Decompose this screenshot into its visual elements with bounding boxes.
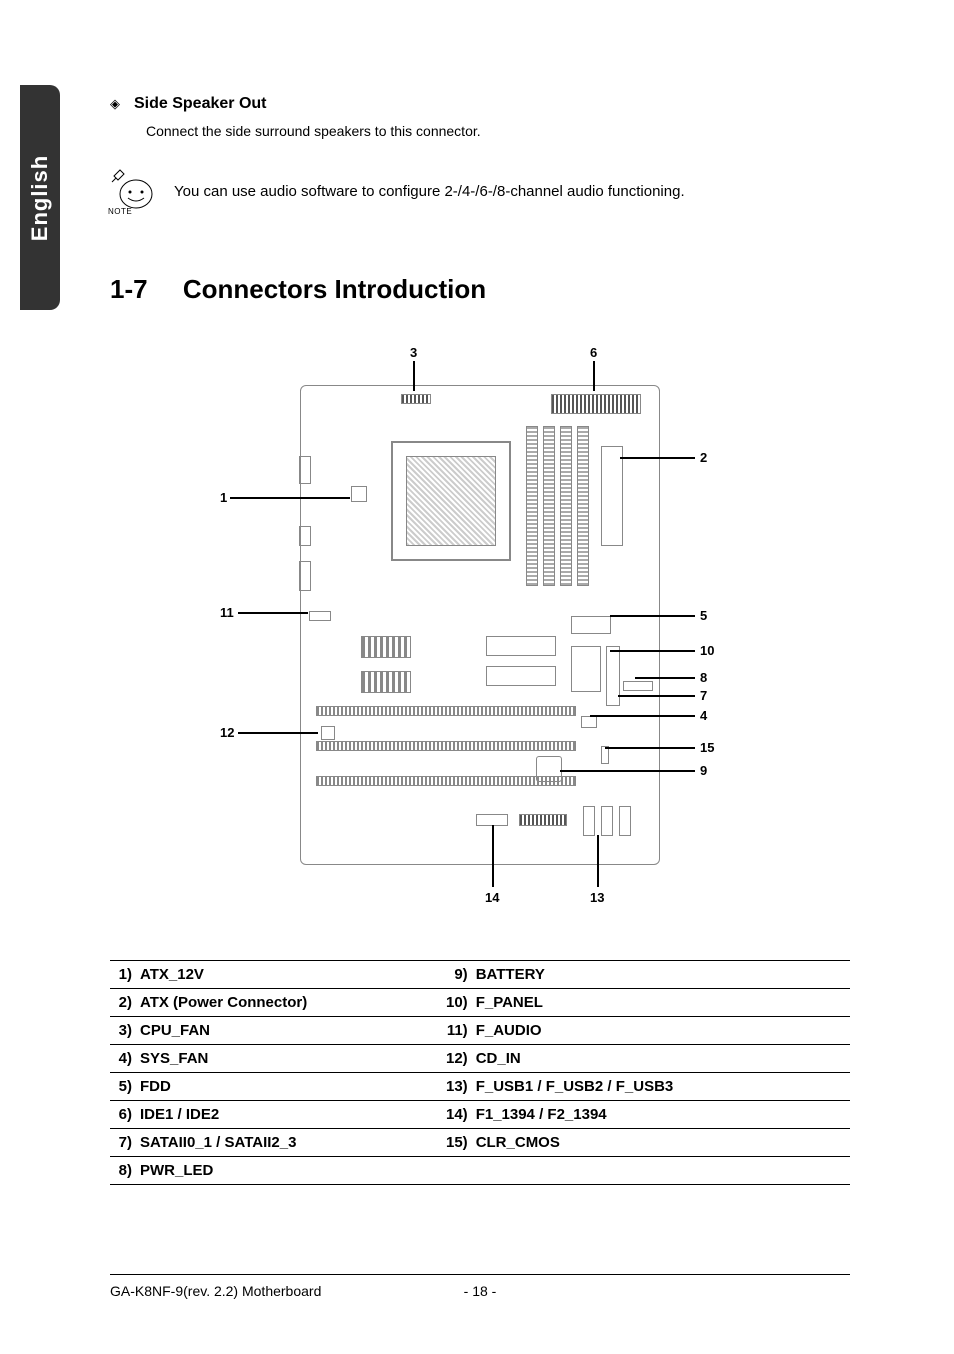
- motherboard-diagram: 3 6 1 2 11 5 10 8 7 4 12 15 9: [220, 345, 740, 905]
- diagram-label-11: 11: [220, 605, 234, 620]
- language-label: English: [27, 154, 53, 240]
- conn-num: 4): [110, 1045, 138, 1073]
- note-text: You can use audio software to configure …: [174, 181, 685, 202]
- footer-page-number: - 18 -: [464, 1283, 497, 1299]
- page-footer: GA-K8NF-9(rev. 2.2) Motherboard - 18 -: [110, 1274, 850, 1299]
- note-icon: NOTE: [110, 168, 156, 214]
- table-row: 7)SATAII0_1 / SATAII2_315)CLR_CMOS: [110, 1129, 850, 1157]
- conn-num: 9): [438, 961, 474, 989]
- diagram-label-1: 1: [220, 490, 227, 505]
- conn-name: CD_IN: [474, 1045, 850, 1073]
- conn-num: 5): [110, 1073, 138, 1101]
- table-row: 5)FDD13)F_USB1 / F_USB2 / F_USB3: [110, 1073, 850, 1101]
- diagram-label-3: 3: [410, 345, 417, 360]
- section-title: Connectors Introduction: [183, 274, 486, 304]
- diagram-label-5: 5: [700, 608, 707, 623]
- table-row: 3)CPU_FAN11)F_AUDIO: [110, 1017, 850, 1045]
- diagram-label-15: 15: [700, 740, 714, 755]
- diagram-label-7: 7: [700, 688, 707, 703]
- diagram-label-4: 4: [700, 708, 707, 723]
- diagram-label-9: 9: [700, 763, 707, 778]
- conn-name: F1_1394 / F2_1394: [474, 1101, 850, 1129]
- conn-num: 15): [438, 1129, 474, 1157]
- conn-num: 2): [110, 989, 138, 1017]
- conn-num: 1): [110, 961, 138, 989]
- conn-name: F_USB1 / F_USB2 / F_USB3: [474, 1073, 850, 1101]
- conn-name: F_AUDIO: [474, 1017, 850, 1045]
- note-label: NOTE: [108, 207, 132, 216]
- table-row: 4)SYS_FAN12)CD_IN: [110, 1045, 850, 1073]
- conn-name: IDE1 / IDE2: [138, 1101, 438, 1129]
- conn-num: 3): [110, 1017, 138, 1045]
- connectors-table: 1)ATX_12V9)BATTERY2)ATX (Power Connector…: [110, 960, 850, 1185]
- language-tab: English: [20, 85, 60, 310]
- table-row: 8)PWR_LED: [110, 1157, 850, 1185]
- conn-num: 6): [110, 1101, 138, 1129]
- speaker-desc: Connect the side surround speakers to th…: [146, 121, 850, 142]
- conn-name: [474, 1157, 850, 1185]
- connectors-tbody: 1)ATX_12V9)BATTERY2)ATX (Power Connector…: [110, 961, 850, 1185]
- section-num: 1-7: [110, 274, 148, 304]
- diagram-wrap: 3 6 1 2 11 5 10 8 7 4 12 15 9: [110, 345, 850, 905]
- board-outline: [300, 385, 660, 865]
- speaker-title: Side Speaker Out: [134, 95, 267, 113]
- conn-name: CLR_CMOS: [474, 1129, 850, 1157]
- main-content: ◈ Side Speaker Out Connect the side surr…: [110, 95, 850, 1185]
- table-row: 2)ATX (Power Connector)10)F_PANEL: [110, 989, 850, 1017]
- conn-name: SYS_FAN: [138, 1045, 438, 1073]
- conn-num: 8): [110, 1157, 138, 1185]
- table-row: 1)ATX_12V9)BATTERY: [110, 961, 850, 989]
- conn-name: BATTERY: [474, 961, 850, 989]
- conn-num: 13): [438, 1073, 474, 1101]
- diagram-label-6: 6: [590, 345, 597, 360]
- conn-num: 7): [110, 1129, 138, 1157]
- conn-name: ATX (Power Connector): [138, 989, 438, 1017]
- speaker-heading-row: ◈ Side Speaker Out: [110, 95, 850, 113]
- diagram-label-12: 12: [220, 725, 234, 740]
- conn-num: 14): [438, 1101, 474, 1129]
- diagram-label-10: 10: [700, 643, 714, 658]
- conn-name: CPU_FAN: [138, 1017, 438, 1045]
- conn-name: SATAII0_1 / SATAII2_3: [138, 1129, 438, 1157]
- diagram-label-2: 2: [700, 450, 707, 465]
- conn-name: PWR_LED: [138, 1157, 438, 1185]
- conn-num: 11): [438, 1017, 474, 1045]
- conn-num: [438, 1157, 474, 1185]
- footer-left: GA-K8NF-9(rev. 2.2) Motherboard: [110, 1283, 464, 1299]
- conn-name: ATX_12V: [138, 961, 438, 989]
- diagram-label-14: 14: [485, 890, 499, 905]
- footer-right: [496, 1283, 850, 1299]
- diagram-label-8: 8: [700, 670, 707, 685]
- table-row: 6)IDE1 / IDE214)F1_1394 / F2_1394: [110, 1101, 850, 1129]
- note-row: NOTE You can use audio software to confi…: [110, 168, 850, 214]
- bullet-icon: ◈: [110, 96, 120, 112]
- conn-name: FDD: [138, 1073, 438, 1101]
- conn-name: F_PANEL: [474, 989, 850, 1017]
- section-heading: 1-7 Connectors Introduction: [110, 274, 850, 305]
- diagram-label-13: 13: [590, 890, 604, 905]
- conn-num: 10): [438, 989, 474, 1017]
- conn-num: 12): [438, 1045, 474, 1073]
